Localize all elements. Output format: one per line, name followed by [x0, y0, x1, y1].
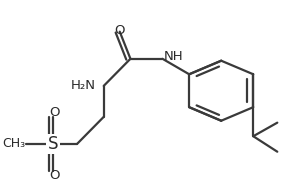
Text: O: O: [49, 169, 59, 182]
Text: CH₃: CH₃: [2, 137, 25, 151]
Text: NH: NH: [164, 50, 183, 63]
Text: O: O: [49, 106, 59, 119]
Text: S: S: [48, 135, 58, 153]
Text: H₂N: H₂N: [71, 79, 96, 92]
Text: O: O: [114, 25, 125, 37]
